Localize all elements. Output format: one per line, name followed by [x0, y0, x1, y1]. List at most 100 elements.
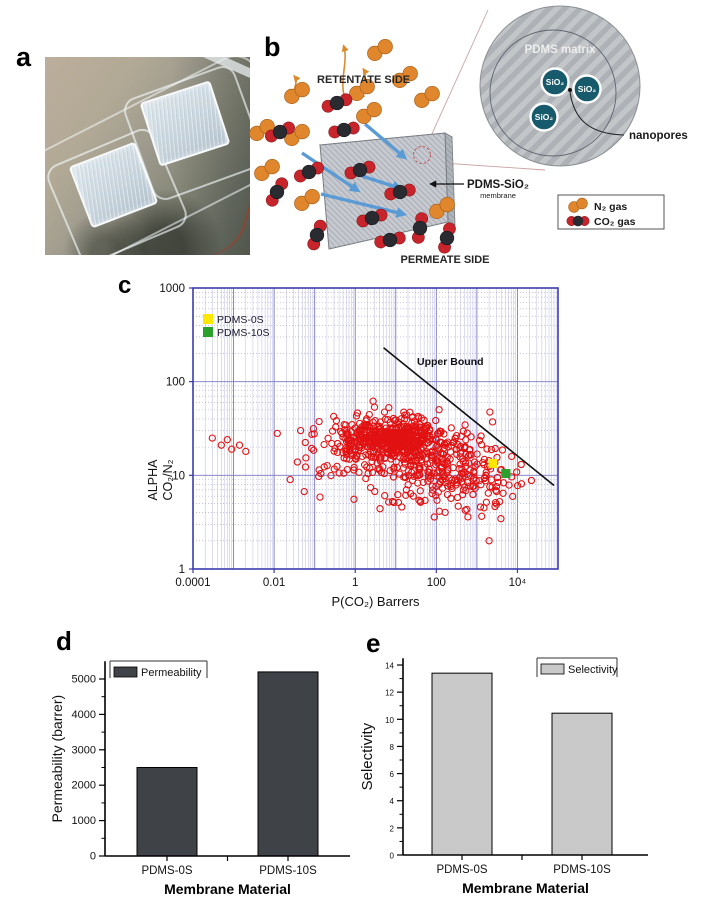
co2-molecule: [294, 161, 324, 183]
nanopore-zoom-circle: [413, 146, 431, 164]
membrane-device-photo: [45, 57, 250, 255]
y-tick-label: 100: [166, 377, 185, 389]
membrane-sub-label: membrane: [480, 191, 516, 200]
sio2-particle: SiO₂: [572, 74, 602, 104]
y-tick-label: 5000: [72, 674, 96, 686]
upper-bound-line: [383, 347, 555, 487]
zoom-line-top: [425, 9, 489, 148]
y-tick-label: 4: [390, 797, 395, 806]
highlight-PDMS-10S: [501, 469, 511, 479]
n2-molecule: [284, 123, 310, 147]
membrane-name-label: PDMS-SiO₂: [467, 179, 529, 191]
y-tick-label: 1: [179, 564, 185, 576]
legend-label: Selectivity: [568, 664, 618, 676]
category-label: PDMS-0S: [436, 864, 487, 876]
n2-molecule: [284, 81, 310, 105]
x-axis-title: P(CO₂) Barrers: [331, 594, 420, 609]
panel-c-label: c: [118, 272, 132, 299]
y-tick-label: 2: [390, 824, 395, 833]
sio2-label: SiO₂: [535, 112, 554, 122]
svg-text:CO₂/N₂: CO₂/N₂: [161, 459, 175, 500]
sio2-particle: SiO₂: [540, 67, 570, 97]
legend-label: PDMS-0S: [217, 314, 264, 326]
x-tick-label: 1: [352, 577, 358, 589]
legend-label: Permeability: [141, 667, 202, 679]
y-tick-label: 4000: [72, 709, 96, 721]
y-tick-label: 10: [172, 470, 185, 482]
panel-e-label: e: [366, 628, 381, 658]
legend-label: PDMS-10S: [217, 327, 270, 339]
co2-molecule: [265, 177, 289, 207]
y-axis-title: Selectivity: [359, 722, 376, 790]
robeson-plot: Upper Bound 0.0001 0.01 1 100 10⁴ 1 10 100 1000 P(…: [146, 283, 559, 609]
pdms-matrix-label: PDMS matrix: [525, 44, 597, 56]
panel-b-label: b: [264, 32, 281, 62]
category-label: PDMS-10S: [259, 865, 317, 877]
selectivity-bar-chart: 0 2 4 6 8 10 12 14 PDMS-0S PDMS-10S Membrane Mater…: [359, 657, 648, 896]
co2-molecule: [438, 222, 456, 254]
flow-arrow: [320, 192, 408, 218]
pdms-matrix-inset: PDMS matrix SiO₂ SiO₂ SiO₂: [479, 5, 641, 167]
retentate-side-label: RETENTATE SIDE: [317, 74, 410, 86]
legend-n2-label: N₂ gas: [594, 201, 627, 213]
co2-molecule: [412, 212, 428, 244]
membrane-schematic: PDMS matrix SiO₂ SiO₂ SiO₂ nanopores RET…: [249, 5, 688, 266]
svg-text:Selectivity: Selectivity: [359, 722, 376, 790]
retentate-arrow: [341, 44, 349, 96]
plot-border: [192, 287, 559, 570]
nanopore-dot: [568, 88, 572, 92]
y-tick-label: 12: [385, 689, 394, 698]
svg-text:ALPHA: ALPHA: [146, 459, 160, 501]
permeability-bar-chart: 0 1000 2000 3000 4000 5000 PDMS-0S PDMS-10S Memb…: [49, 660, 350, 897]
flow-arrow: [363, 122, 408, 160]
permeate-side-label: PERMEATE SIDE: [400, 254, 489, 266]
y-tick-label: 1000: [159, 283, 185, 295]
x-tick-label: 0.01: [263, 577, 285, 589]
panel-d-label: d: [56, 626, 72, 656]
co2-molecule: [307, 219, 327, 251]
n2-molecule: [429, 196, 455, 220]
sio2-label: SiO₂: [578, 84, 597, 94]
legend-co2-label: CO₂ gas: [594, 216, 636, 228]
y-tick-label: 2000: [72, 780, 96, 792]
n2-molecules: [249, 38, 455, 220]
x-tick-label: 0.0001: [175, 577, 210, 589]
y-tick-label: 10: [385, 716, 394, 725]
sio2-particle: SiO₂: [529, 102, 559, 132]
x-tick-label: 10⁴: [509, 577, 527, 589]
bar-PDMS-0S: [136, 767, 198, 857]
y-tick-label: 0: [390, 852, 395, 861]
x-axis-title: Membrane Material: [164, 881, 291, 897]
legend-swatch: [540, 663, 565, 675]
n2-molecule: [392, 65, 418, 89]
co2-molecule: [356, 208, 388, 228]
literature-data-points: [208, 397, 536, 545]
y-tick-label: 0: [90, 851, 96, 863]
gas-legend: N₂ gas CO₂ gas: [557, 194, 665, 230]
x-axis-title: Membrane Material: [462, 880, 589, 896]
bar-PDMS-0S: [431, 672, 493, 856]
co2-molecule: [344, 160, 376, 180]
y-axis-title: Permeability (barrer): [49, 695, 65, 823]
y-tick-label: 8: [390, 743, 395, 752]
category-label: PDMS-0S: [141, 865, 192, 877]
nanopores-label: nanopores: [629, 130, 688, 142]
upper-bound-label: Upper Bound: [417, 356, 484, 368]
co2-molecule: [265, 121, 295, 143]
y-tick-label: 14: [385, 662, 394, 671]
nanopore-pointer: [569, 91, 625, 136]
category-label: PDMS-10S: [553, 864, 611, 876]
legend-swatch: [113, 666, 138, 678]
sio2-label: SiO₂: [546, 77, 565, 87]
co2-molecule: [321, 93, 353, 113]
flow-arrow: [361, 174, 404, 192]
n2-molecule: [414, 85, 440, 109]
co2-molecules: [265, 93, 456, 254]
co2-molecule: [374, 231, 406, 249]
permeation-arrows: [301, 122, 408, 218]
n2-molecule: [349, 78, 375, 102]
panel-a-label: a: [16, 42, 32, 72]
n2-molecule: [254, 158, 280, 182]
